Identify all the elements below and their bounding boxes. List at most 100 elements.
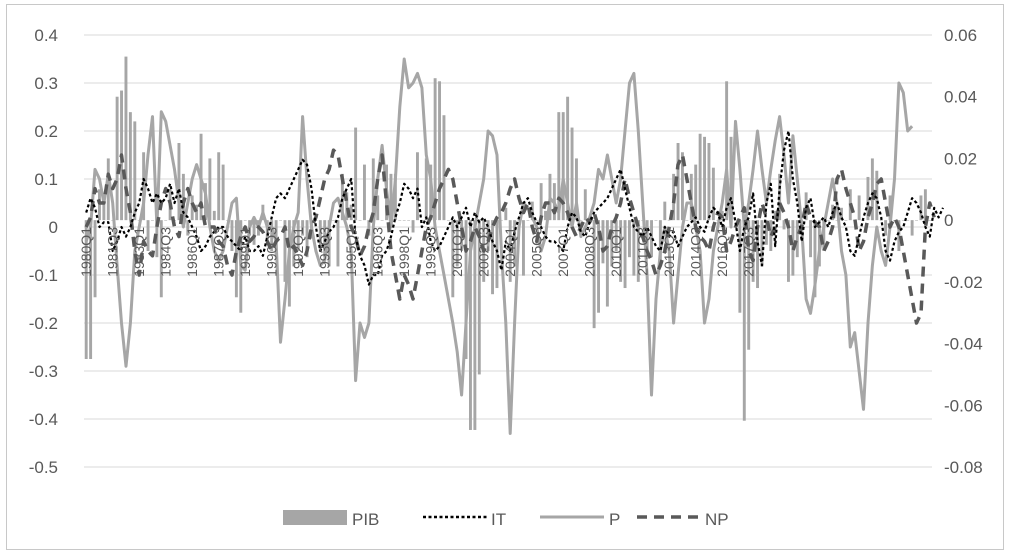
pib-bar bbox=[146, 220, 150, 251]
pib-bar bbox=[336, 220, 340, 267]
pib-bar bbox=[424, 158, 428, 221]
pib-bar bbox=[124, 56, 128, 221]
pib-bar bbox=[93, 220, 97, 298]
pib-bar bbox=[363, 164, 366, 221]
x-tick-label: 2017Q3 bbox=[741, 227, 757, 277]
x-tick-label: 1990Q3 bbox=[264, 227, 280, 277]
pib-bar bbox=[323, 220, 327, 258]
x-tick-label: 2005Q3 bbox=[529, 227, 545, 277]
legend-label-p: P bbox=[609, 510, 620, 529]
pib-bar bbox=[265, 220, 269, 239]
pib-bar bbox=[561, 112, 565, 221]
pib-bar bbox=[279, 220, 282, 221]
x-tick-label: 1999Q3 bbox=[423, 227, 439, 277]
pib-bar bbox=[676, 143, 680, 221]
pib-bar bbox=[340, 173, 344, 221]
pib-bar bbox=[115, 96, 119, 221]
pib-bar bbox=[495, 220, 499, 289]
pib-bar bbox=[416, 152, 419, 221]
it-line bbox=[85, 129, 944, 286]
pib-bar bbox=[879, 220, 883, 221]
x-tick-label: 1996Q3 bbox=[370, 227, 386, 277]
pib-bar bbox=[181, 173, 185, 221]
pib-bar bbox=[782, 220, 786, 230]
pib-bar bbox=[742, 220, 746, 421]
pib-bar bbox=[380, 220, 384, 221]
pib-bar bbox=[923, 189, 927, 221]
pib-bar bbox=[592, 220, 596, 329]
y-left-tick-label: -0.4 bbox=[29, 410, 58, 429]
pib-bar bbox=[857, 195, 861, 221]
pib-bar bbox=[809, 220, 812, 258]
y-left-tick-label: 0.3 bbox=[34, 74, 58, 93]
y-left-tick-label: -0.1 bbox=[29, 266, 58, 285]
pib-bar bbox=[464, 220, 468, 359]
pib-bar bbox=[579, 220, 583, 221]
y-left-tick-label: -0.2 bbox=[29, 314, 58, 333]
pib-bar bbox=[367, 220, 371, 236]
pib-bar bbox=[870, 158, 874, 221]
pib-bar bbox=[707, 143, 711, 221]
pib-bar bbox=[764, 220, 768, 245]
pib-bar bbox=[632, 220, 636, 276]
pib-bar bbox=[756, 220, 759, 289]
pib-bar bbox=[901, 220, 905, 221]
plot-area bbox=[84, 34, 944, 468]
pib-bar bbox=[605, 220, 609, 307]
chart-frame bbox=[6, 4, 1004, 550]
pib-bar bbox=[411, 220, 415, 233]
x-tick-label: 2013Q1 bbox=[661, 227, 677, 277]
x-tick-label: 2011Q3 bbox=[635, 227, 651, 276]
pib-bar bbox=[371, 158, 375, 221]
pib-bar bbox=[301, 220, 305, 236]
pib-bar bbox=[645, 220, 649, 251]
pib-bar bbox=[491, 220, 494, 295]
pib-bar bbox=[402, 220, 406, 221]
x-tick-label: 2001Q1 bbox=[449, 227, 465, 277]
pib-bar bbox=[522, 220, 525, 276]
pib-bar bbox=[142, 152, 146, 221]
pib-bar bbox=[544, 210, 547, 221]
pib-bar bbox=[685, 220, 689, 221]
x-tick-label: 1987Q3 bbox=[211, 227, 227, 277]
pib-bar bbox=[296, 220, 300, 251]
y-right-tick-label: -0.04 bbox=[944, 335, 983, 354]
pib-bar bbox=[619, 220, 623, 282]
pib-bar bbox=[844, 220, 848, 221]
y-right-tick-label: -0.08 bbox=[944, 458, 983, 477]
pib-bar bbox=[575, 158, 578, 221]
pib-bar bbox=[376, 195, 380, 221]
pib-bar bbox=[332, 220, 335, 221]
y-left-tick-label: -0.5 bbox=[29, 458, 58, 477]
pib-bar bbox=[305, 220, 309, 258]
pib-bar bbox=[455, 220, 459, 267]
pib-bar bbox=[787, 220, 790, 282]
pib-bar bbox=[446, 220, 450, 221]
pib-bar bbox=[747, 220, 751, 350]
pib-bar bbox=[698, 133, 702, 221]
pib-bar bbox=[826, 220, 830, 221]
x-tick-label: 2002Q3 bbox=[476, 227, 492, 277]
y-right-tick-label: 0.06 bbox=[944, 26, 977, 45]
pib-bar bbox=[89, 220, 93, 359]
x-tick-label: 1984Q3 bbox=[158, 227, 174, 277]
y-right-tick-label: -0.06 bbox=[944, 396, 983, 415]
pib-bar bbox=[230, 220, 234, 251]
pib-bar bbox=[243, 220, 247, 221]
pib-bar bbox=[919, 195, 923, 221]
pib-bar bbox=[773, 210, 777, 221]
pib-bar bbox=[566, 96, 570, 221]
y-left-tick-label: 0 bbox=[49, 218, 58, 237]
pib-bar bbox=[270, 220, 274, 251]
pib-bar bbox=[349, 204, 353, 221]
pib-bar bbox=[318, 220, 322, 251]
pib-bar bbox=[526, 220, 530, 221]
pib-bar bbox=[190, 195, 194, 221]
pib-bar bbox=[769, 220, 773, 251]
pib-bar bbox=[513, 220, 517, 267]
x-tick-label: 1986Q1 bbox=[184, 227, 200, 277]
y-right-tick-label: 0.02 bbox=[944, 149, 977, 168]
legend-label-it: IT bbox=[491, 510, 506, 529]
pib-bar bbox=[389, 173, 393, 221]
